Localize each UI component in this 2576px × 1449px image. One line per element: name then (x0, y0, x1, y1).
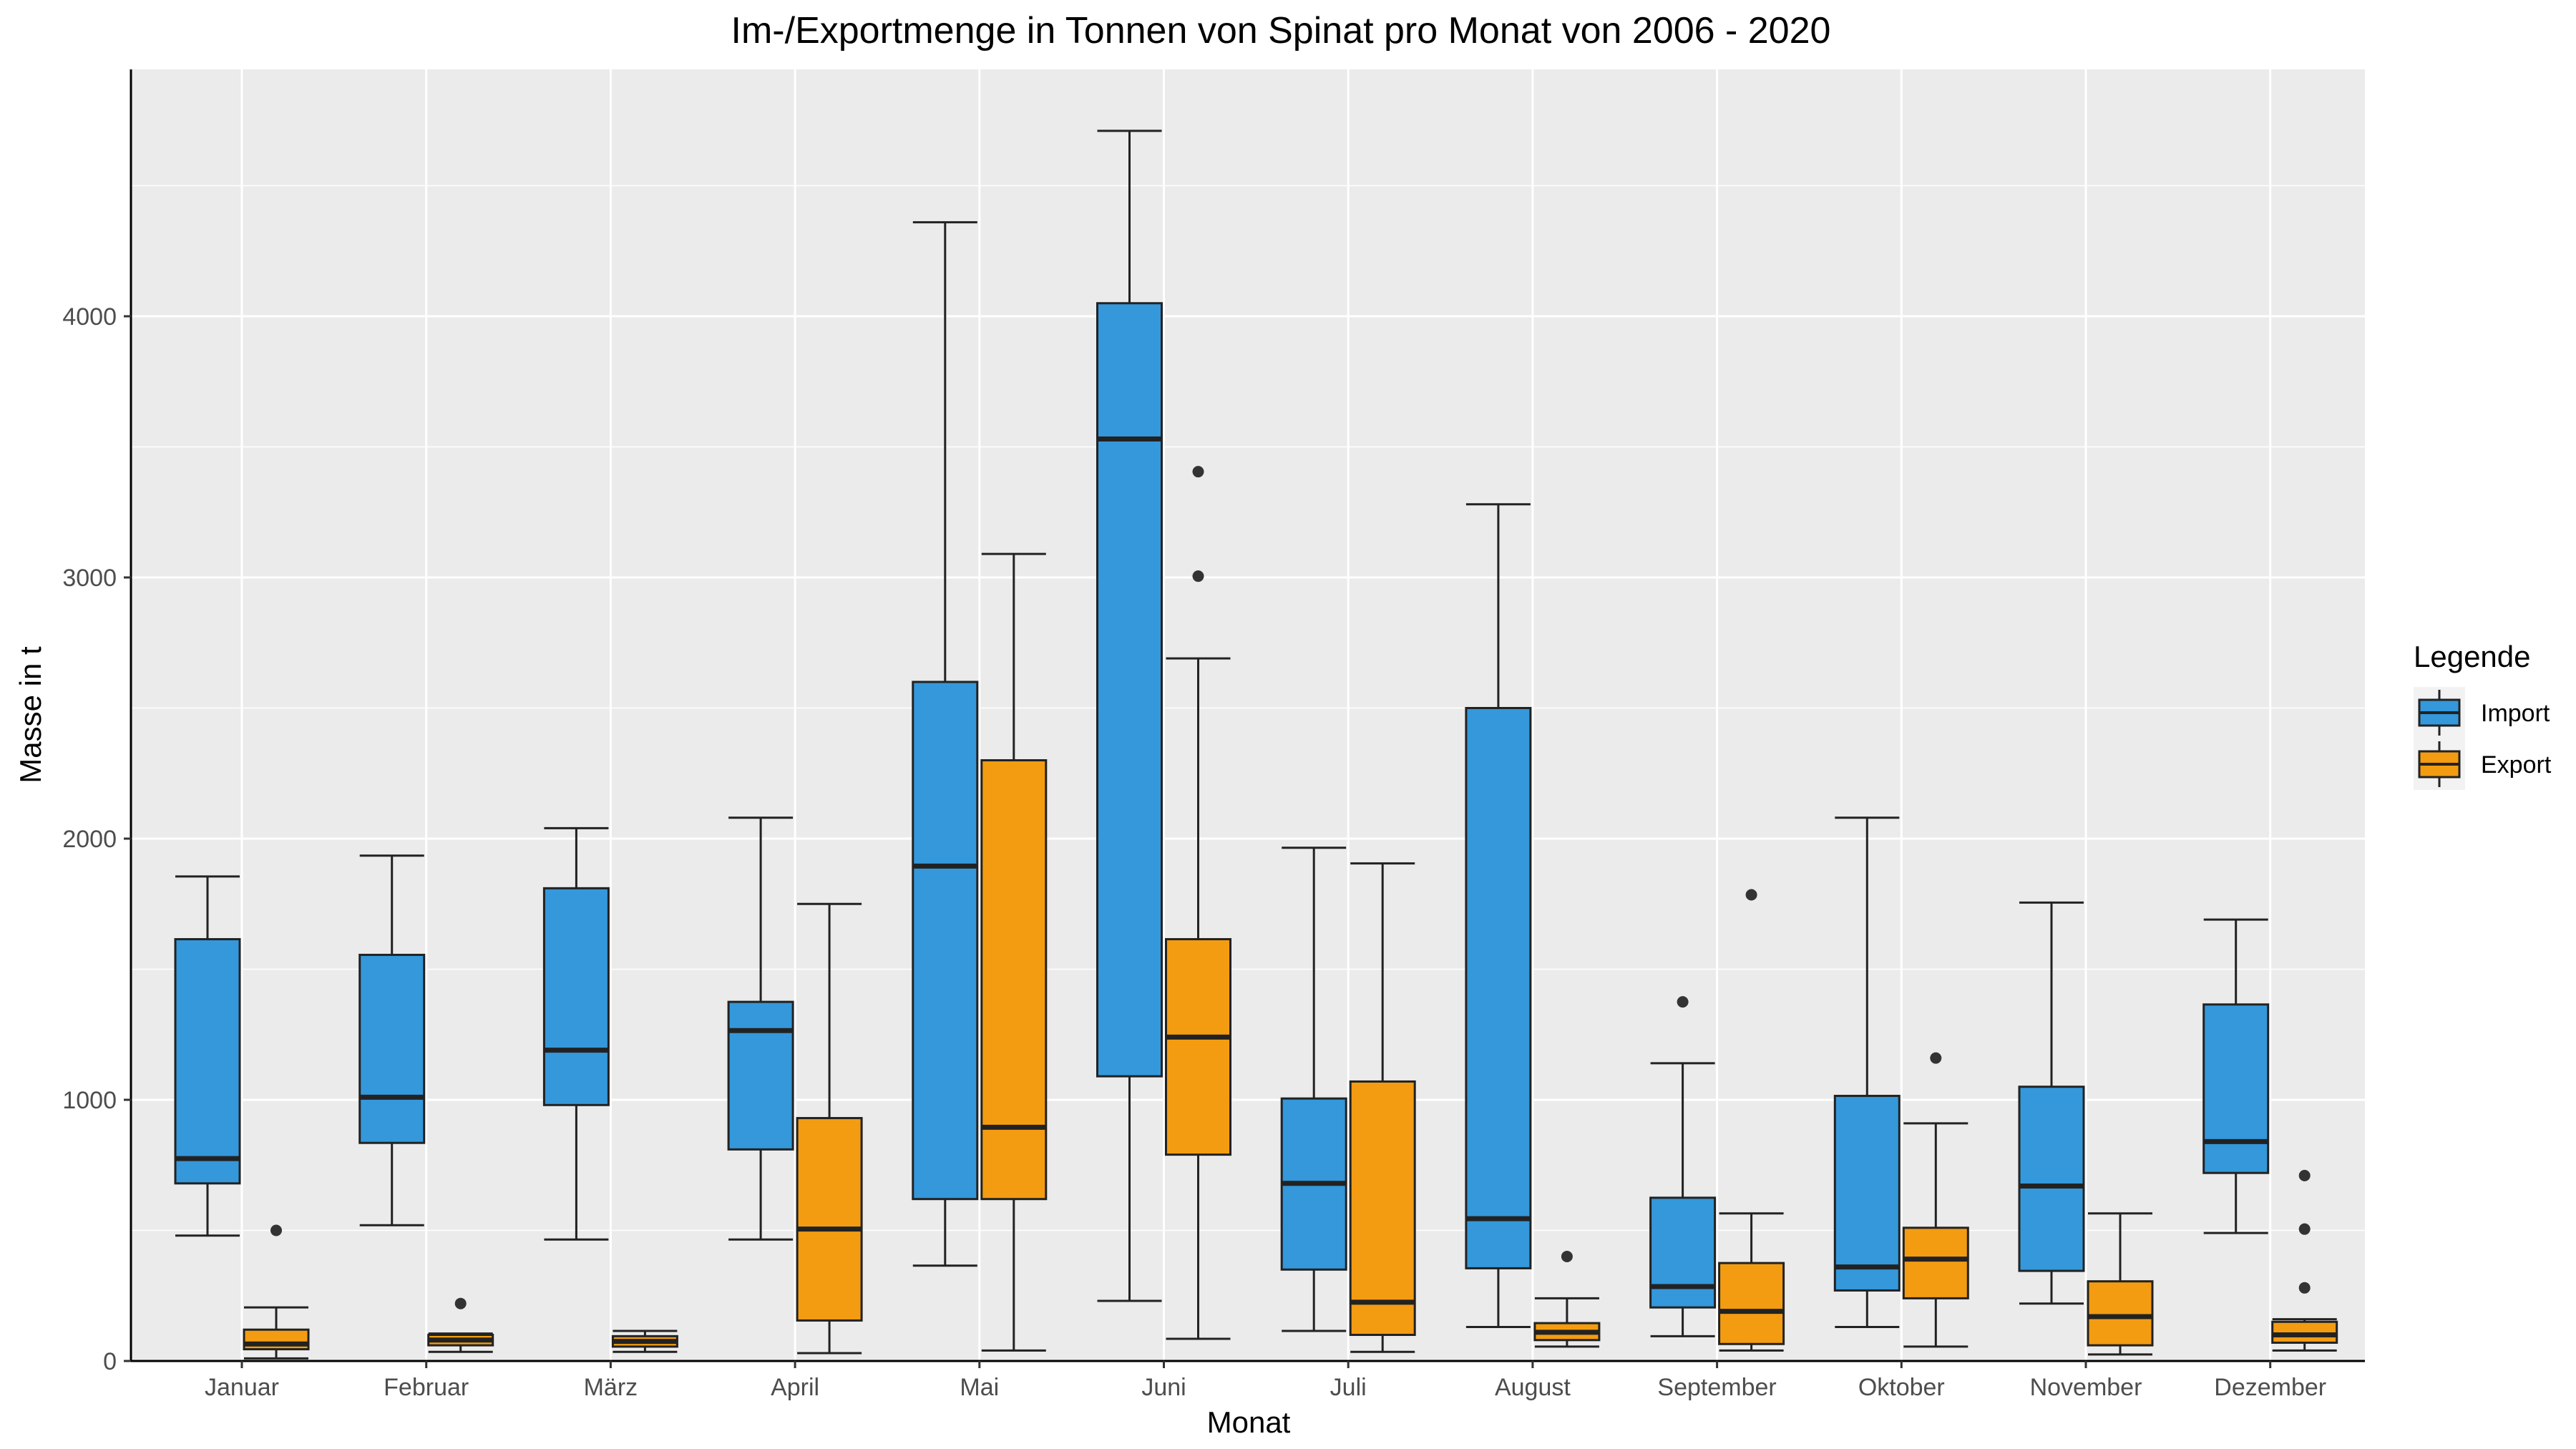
x-tick-label: März (584, 1374, 638, 1401)
boxplot-import (2202, 918, 2270, 1234)
outlier-point (2298, 1169, 2311, 1181)
box-import (1649, 1196, 1717, 1309)
legend-key-export (2414, 738, 2465, 790)
outlier-point (1930, 1052, 1942, 1064)
x-tick-label: Februar (384, 1374, 469, 1401)
y-tick-label: 4000 (62, 303, 117, 331)
boxplot-import (1649, 996, 1717, 1337)
outlier-point (1561, 1251, 1573, 1262)
outlier-point (270, 1224, 282, 1236)
outlier-point (1192, 570, 1204, 582)
box-export (980, 759, 1048, 1201)
x-axis-ticks: Januar Februar März April Mai Juni Juli August S… (205, 1361, 2326, 1401)
boxplot-import (1833, 816, 1901, 1329)
x-tick-label: August (1495, 1374, 1571, 1401)
outlier-point (454, 1297, 467, 1309)
chart-title: Im-/Exportmenge in Tonnen von Spinat pro… (731, 10, 1831, 52)
boxplot-import (727, 816, 794, 1241)
box-export (2271, 1320, 2338, 1344)
box-export (1718, 1262, 1785, 1345)
boxplot-export (611, 1330, 678, 1353)
box-import (358, 953, 426, 1144)
boxplot-export (796, 902, 863, 1355)
y-tick-label: 1000 (62, 1087, 117, 1114)
legend: Legende Import Export (2414, 640, 2552, 790)
box-import (727, 1000, 794, 1151)
box-import (912, 680, 979, 1201)
boxplot-export (243, 1224, 310, 1360)
box-export (1902, 1226, 1969, 1299)
legend-key-import (2414, 687, 2465, 738)
boxplot-export (1165, 466, 1231, 1340)
box-export (796, 1117, 863, 1322)
y-axis-ticks: 0 1000 2000 3000 4000 (62, 303, 131, 1375)
boxplot-export (427, 1297, 494, 1353)
grid (131, 69, 2365, 1361)
legend-title: Legende (2414, 640, 2531, 673)
box-import (1096, 302, 1163, 1078)
y-tick-label: 2000 (62, 826, 117, 853)
x-tick-label: Mai (960, 1374, 999, 1401)
boxplot-export (980, 552, 1048, 1352)
boxplot-import (912, 221, 979, 1267)
y-tick-label: 0 (103, 1348, 117, 1375)
x-tick-label: September (1657, 1374, 1776, 1401)
outlier-point (2298, 1282, 2311, 1294)
boxplot-import (174, 875, 241, 1237)
boxplot-export (2087, 1212, 2154, 1356)
y-tick-label: 3000 (62, 565, 117, 592)
boxplot-export (2271, 1169, 2338, 1352)
plot-panel (131, 69, 2365, 1361)
boxplot-import (358, 854, 426, 1226)
outlier-point (1745, 889, 1757, 901)
legend-label-import: Import (2481, 700, 2550, 727)
boxplot-export (1902, 1052, 1969, 1348)
x-tick-label: Oktober (1858, 1374, 1945, 1401)
x-tick-label: Juli (1330, 1374, 1367, 1401)
outlier-point (1677, 996, 1689, 1008)
box-import (2202, 1003, 2270, 1174)
boxplot-import (1280, 847, 1347, 1332)
boxplot-import (542, 826, 610, 1241)
boxplot-export (1349, 862, 1416, 1353)
boxplots (174, 130, 2338, 1360)
x-tick-label: November (2030, 1374, 2142, 1401)
box-export (2087, 1280, 2154, 1347)
boxplot-export (1533, 1251, 1601, 1348)
box-import (1833, 1095, 1901, 1292)
boxplot-import (1096, 130, 1163, 1302)
box-import (174, 938, 241, 1185)
y-axis-title: Masse in t (14, 646, 47, 784)
x-tick-label: April (771, 1374, 819, 1401)
x-axis-title: Monat (1207, 1405, 1291, 1439)
boxplot-import (2018, 901, 2085, 1305)
box-export (1349, 1080, 1416, 1336)
legend-label-export: Export (2481, 751, 2552, 779)
box-import (2018, 1085, 2085, 1272)
x-tick-label: Dezember (2214, 1374, 2326, 1401)
box-import (1465, 707, 1532, 1269)
outlier-point (1192, 466, 1204, 478)
box-import (542, 887, 610, 1106)
boxplot-export (1718, 889, 1785, 1352)
x-tick-label: Januar (205, 1374, 279, 1401)
x-tick-label: Juni (1141, 1374, 1186, 1401)
outlier-point (2298, 1223, 2311, 1235)
box-export (1165, 938, 1231, 1156)
boxplot-import (1465, 503, 1532, 1329)
